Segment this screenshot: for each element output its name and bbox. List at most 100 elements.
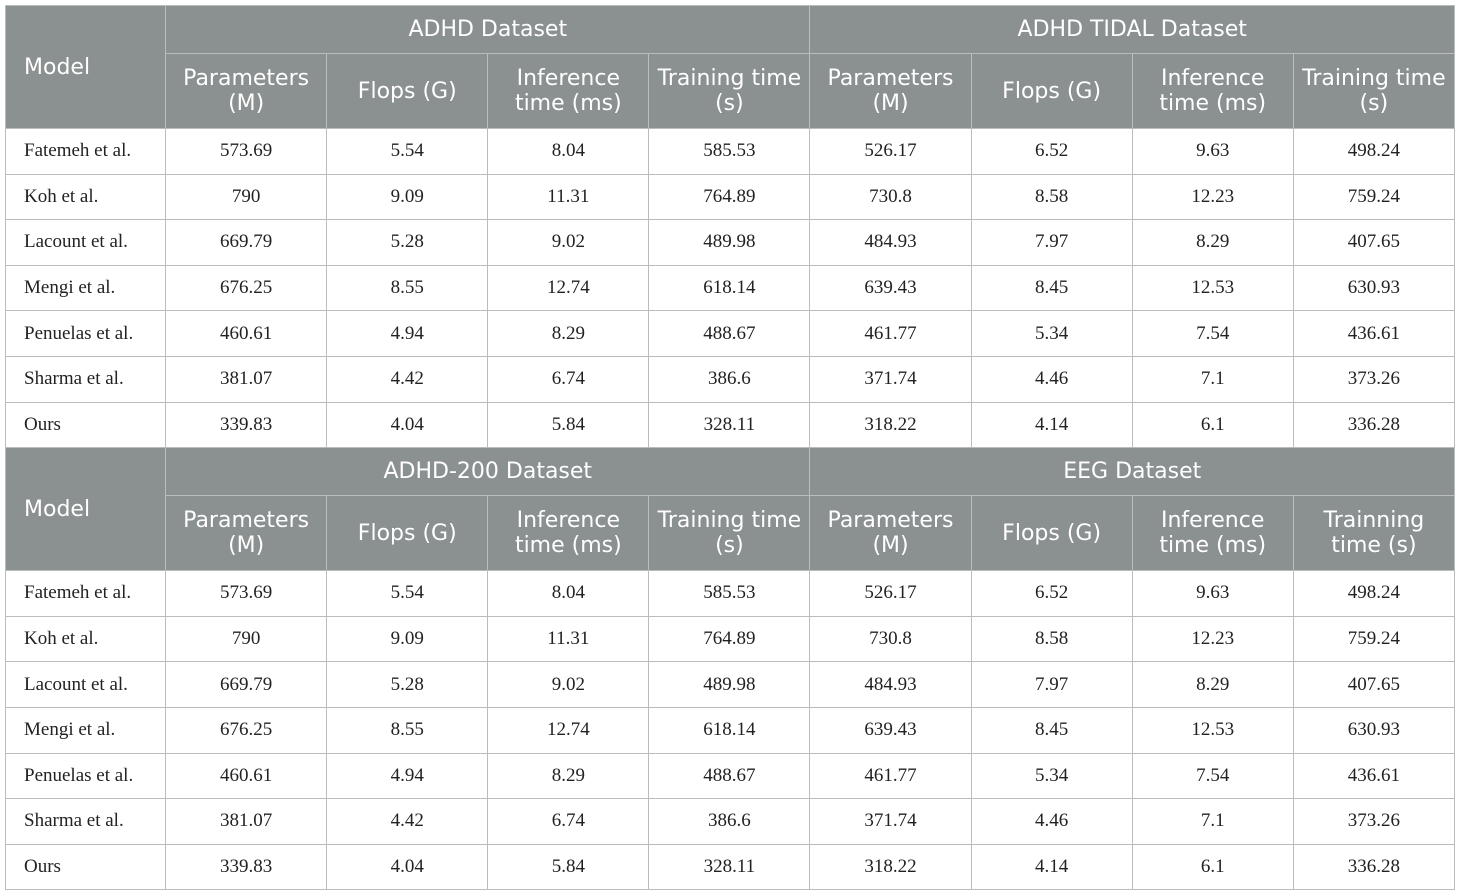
metric-value-cell: 5.34 — [970, 752, 1133, 800]
metric-value-cell: 336.28 — [1292, 401, 1456, 449]
metric-value-cell: 676.25 — [165, 264, 328, 312]
section-2-group-header: Model ADHD-200 Dataset EEG Dataset — [4, 447, 1455, 572]
metric-value-cell: 5.84 — [487, 843, 650, 890]
metric-value-cell: 5.84 — [487, 401, 650, 449]
model-name-cell: Mengi et al. — [4, 706, 167, 754]
metric-value-cell: 4.04 — [326, 843, 489, 890]
table-row: Ours 339.83 4.04 5.84 328.11 318.22 4.14 6.1 336… — [4, 843, 1456, 890]
model-name-cell: Lacount et al. — [4, 661, 167, 708]
metric-value-cell: 585.53 — [648, 128, 811, 175]
metric-value-cell: 9.63 — [1131, 128, 1294, 175]
metric-value-cell: 461.77 — [809, 752, 972, 800]
metric-value-cell: 8.29 — [487, 310, 650, 357]
metric-value-cell: 7.54 — [1131, 752, 1294, 800]
metric-value-cell: 639.43 — [809, 264, 972, 312]
metric-value-cell: 489.98 — [648, 661, 811, 708]
dataset-group-header: ADHD TIDAL Dataset — [809, 5, 1455, 54]
metric-value-cell: 8.58 — [970, 615, 1133, 663]
table-row: Koh et al. 790 9.09 11.31 764.89 730.8 8.58 12.… — [4, 615, 1456, 663]
metric-value-cell: 328.11 — [648, 843, 811, 890]
table-row: Ours 339.83 4.04 5.84 328.11 318.22 4.14 6.1 336… — [4, 401, 1456, 449]
metric-value-cell: 4.46 — [970, 798, 1133, 845]
metric-value-cell: 336.28 — [1292, 843, 1456, 890]
metric-header: Inference time (ms) — [487, 495, 650, 572]
metric-value-cell: 371.74 — [809, 355, 972, 403]
metric-header: Training time (s) — [648, 53, 811, 129]
metric-value-cell: 484.93 — [809, 219, 972, 266]
metric-value-cell: 436.61 — [1292, 752, 1456, 800]
metric-value-cell: 9.09 — [326, 173, 489, 221]
metric-value-cell: 488.67 — [648, 752, 811, 800]
table-row: Mengi et al. 676.25 8.55 12.74 618.14 639.43 8… — [4, 706, 1456, 754]
metric-value-cell: 8.58 — [970, 173, 1133, 221]
comparison-table-container: Model ADHD Dataset ADHD TIDAL Dataset Pa… — [4, 5, 1456, 890]
model-column-header: Model — [4, 5, 167, 129]
metric-value-cell: 489.98 — [648, 219, 811, 266]
table-row: Sharma et al. 381.07 4.42 6.74 386.6 371.74 4.… — [4, 798, 1456, 845]
metric-value-cell: 8.45 — [970, 706, 1133, 754]
metric-value-cell: 8.55 — [326, 706, 489, 754]
model-name-cell: Koh et al. — [4, 173, 167, 221]
metric-value-cell: 4.14 — [970, 843, 1133, 890]
metric-value-cell: 9.09 — [326, 615, 489, 663]
metric-value-cell: 460.61 — [165, 752, 328, 800]
metric-header: Parameters (M) — [809, 53, 972, 129]
metric-value-cell: 6.52 — [970, 128, 1133, 175]
metric-value-cell: 381.07 — [165, 798, 328, 845]
metric-value-cell: 4.46 — [970, 355, 1133, 403]
metric-value-cell: 12.53 — [1131, 706, 1294, 754]
metric-header: Inference time (ms) — [1131, 53, 1294, 129]
metric-value-cell: 498.24 — [1292, 128, 1456, 175]
metric-value-cell: 386.6 — [648, 355, 811, 403]
metric-value-cell: 461.77 — [809, 310, 972, 357]
metric-header: Trainning time (s) — [1292, 495, 1456, 572]
metric-value-cell: 498.24 — [1292, 570, 1456, 617]
metric-value-cell: 318.22 — [809, 401, 972, 449]
model-name-cell: Fatemeh et al. — [4, 570, 167, 617]
metric-header: Flops (G) — [970, 53, 1133, 129]
metric-value-cell: 730.8 — [809, 173, 972, 221]
model-name-cell: Ours — [4, 843, 167, 890]
metric-value-cell: 4.14 — [970, 401, 1133, 449]
metric-value-cell: 488.67 — [648, 310, 811, 357]
metric-value-cell: 8.29 — [1131, 661, 1294, 708]
metric-value-cell: 7.1 — [1131, 798, 1294, 845]
metric-value-cell: 5.34 — [970, 310, 1133, 357]
metric-value-cell: 4.04 — [326, 401, 489, 449]
metric-value-cell: 630.93 — [1292, 264, 1456, 312]
metric-value-cell: 373.26 — [1292, 355, 1456, 403]
metric-value-cell: 318.22 — [809, 843, 972, 890]
metric-header: Inference time (ms) — [1131, 495, 1294, 572]
metric-value-cell: 12.74 — [487, 706, 650, 754]
metric-value-cell: 526.17 — [809, 128, 972, 175]
metric-value-cell: 11.31 — [487, 173, 650, 221]
metric-value-cell: 4.94 — [326, 310, 489, 357]
model-column-header: Model — [4, 447, 167, 572]
table-row: Penuelas et al. 460.61 4.94 8.29 488.67 461.7… — [4, 310, 1456, 357]
comparison-table: Model ADHD Dataset ADHD TIDAL Dataset Pa… — [4, 5, 1456, 890]
metric-value-cell: 7.54 — [1131, 310, 1294, 357]
metric-value-cell: 6.74 — [487, 355, 650, 403]
section-2-body: Fatemeh et al. 573.69 5.54 8.04 585.53 526.17… — [4, 570, 1456, 890]
metric-value-cell: 386.6 — [648, 798, 811, 845]
metric-value-cell: 8.45 — [970, 264, 1133, 312]
metric-value-cell: 339.83 — [165, 843, 328, 890]
table-row: Sharma et al. 381.07 4.42 6.74 386.6 371.74 4.… — [4, 355, 1456, 403]
metric-value-cell: 6.1 — [1131, 843, 1294, 890]
metric-value-cell: 7.97 — [970, 219, 1133, 266]
metric-value-cell: 407.65 — [1292, 219, 1456, 266]
model-name-cell: Sharma et al. — [4, 355, 167, 403]
model-name-cell: Lacount et al. — [4, 219, 167, 266]
metric-value-cell: 676.25 — [165, 706, 328, 754]
table-row: Mengi et al. 676.25 8.55 12.74 618.14 639.43 8… — [4, 264, 1456, 312]
metric-value-cell: 11.31 — [487, 615, 650, 663]
metric-header: Inference time (ms) — [487, 53, 650, 129]
metric-value-cell: 618.14 — [648, 264, 811, 312]
metric-value-cell: 4.42 — [326, 798, 489, 845]
metric-value-cell: 8.29 — [487, 752, 650, 800]
metric-value-cell: 639.43 — [809, 706, 972, 754]
dataset-group-header: ADHD-200 Dataset — [165, 447, 811, 497]
metric-value-cell: 630.93 — [1292, 706, 1456, 754]
metric-header: Parameters (M) — [165, 53, 328, 129]
metric-value-cell: 484.93 — [809, 661, 972, 708]
